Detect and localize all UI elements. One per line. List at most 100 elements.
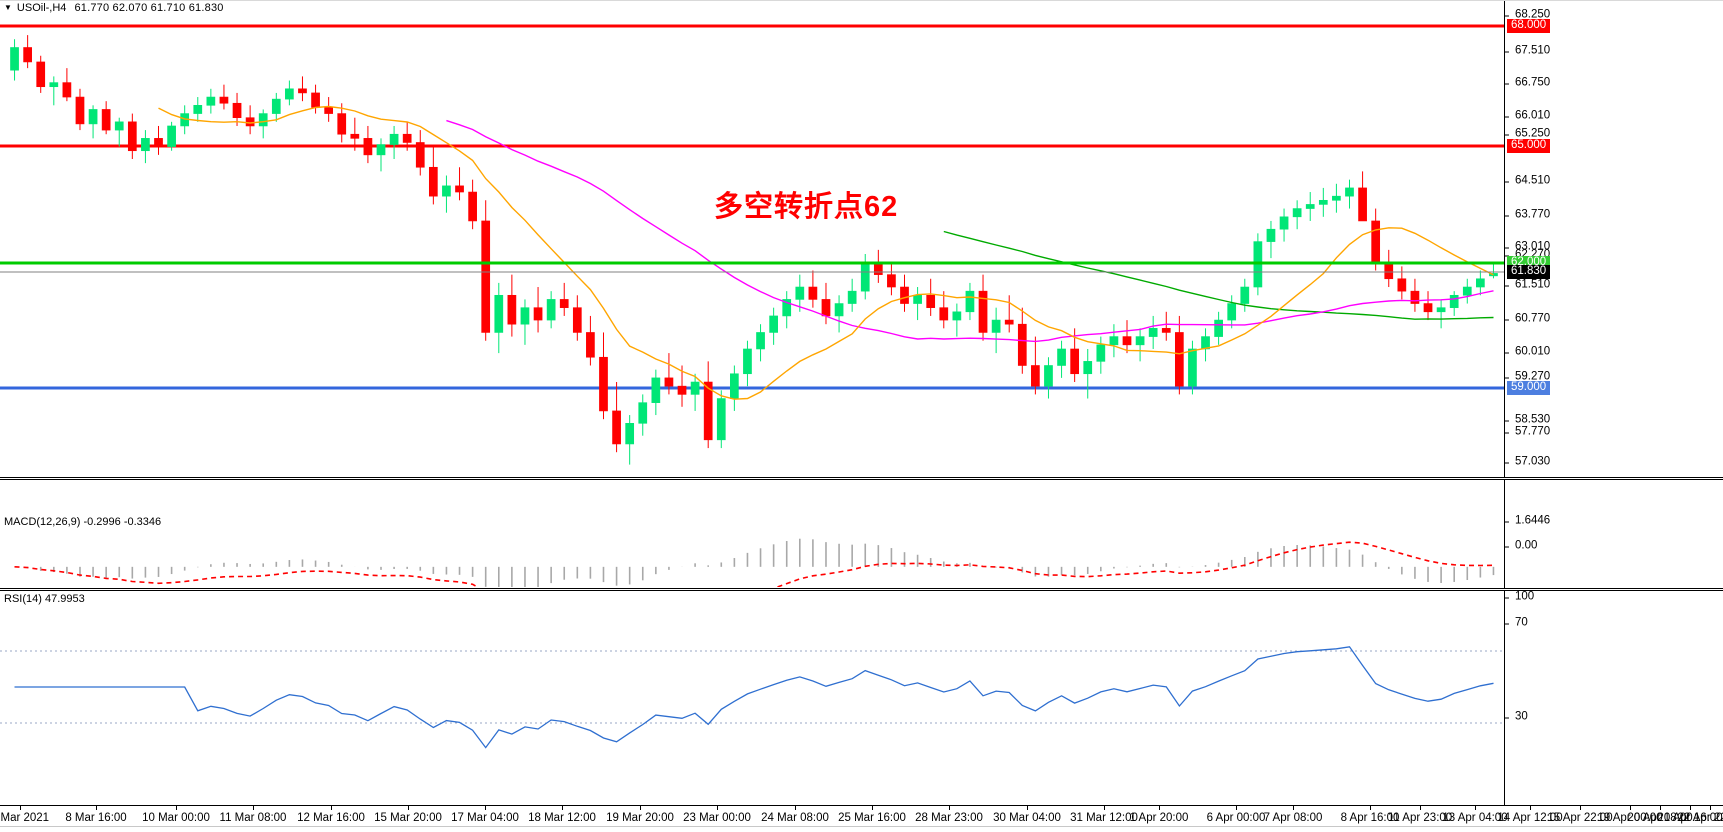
time-tick-mark <box>408 806 409 810</box>
macd-canvas[interactable] <box>0 515 1504 587</box>
time-axis-label: 28 Mar 23:00 <box>915 812 983 824</box>
candle-body <box>1462 286 1472 296</box>
candle-body <box>468 191 477 222</box>
candle-body <box>141 138 150 152</box>
time-axis-label: 19 Mar 20:00 <box>606 812 674 824</box>
candle-body <box>546 299 556 321</box>
candle-body <box>1135 336 1145 346</box>
candle-body <box>1096 344 1106 362</box>
time-tick-mark <box>20 806 21 810</box>
rsi-panel[interactable] <box>0 592 1504 782</box>
price-tick: 65.250 <box>1505 128 1550 140</box>
candle-body <box>271 98 281 114</box>
candle-body <box>298 88 307 94</box>
price-tick: 66.750 <box>1505 77 1550 89</box>
rsi-canvas[interactable] <box>0 592 1504 782</box>
candle-body <box>913 294 922 304</box>
time-tick-mark <box>96 806 97 810</box>
candle-body <box>795 286 805 300</box>
time-tick-mark <box>1159 806 1160 810</box>
candle-body <box>363 138 373 156</box>
candle-body <box>232 102 242 119</box>
candle-body <box>101 109 111 131</box>
candle-body <box>703 381 713 441</box>
time-tick-mark <box>1530 806 1531 810</box>
time-tick-mark <box>253 806 254 810</box>
candle-body <box>716 398 726 441</box>
time-tick-mark <box>1236 806 1237 810</box>
candle-body <box>415 142 425 168</box>
time-tick-mark <box>717 806 718 810</box>
candle-body <box>1279 216 1289 230</box>
macd-indicator-label: MACD(12,26,9) -0.2996 -0.3346 <box>4 516 162 528</box>
macd-signal-line <box>14 541 1494 587</box>
price-chart-panel[interactable] <box>0 0 1504 477</box>
price-tag-61.830[interactable]: 61.830 <box>1507 265 1551 279</box>
rsi-tick: 70 <box>1505 617 1528 629</box>
price-tick: 64.510 <box>1505 175 1550 187</box>
time-tick-mark <box>1710 806 1711 810</box>
time-axis-label: 6 Apr 00:00 <box>1206 812 1266 824</box>
candle-body <box>1305 204 1315 209</box>
candle-body <box>1122 336 1132 346</box>
time-tick-mark <box>1475 806 1476 810</box>
candle-body <box>245 117 255 127</box>
time-axis-label: 8 Apr 16:00 <box>1340 812 1400 824</box>
moving-average-line-ma-slow <box>943 230 1494 320</box>
candle-body <box>533 307 543 321</box>
price-tick: 63.770 <box>1505 209 1550 221</box>
time-axis-label: 12 Mar 16:00 <box>297 812 365 824</box>
time-tick-mark <box>485 806 486 810</box>
candle-body <box>821 299 831 317</box>
macd-panel[interactable] <box>0 515 1504 587</box>
candle-body <box>10 47 19 71</box>
time-axis-label: 24 Mar 08:00 <box>761 812 829 824</box>
candle-body <box>455 185 464 193</box>
candle-body <box>586 332 595 358</box>
time-tick-mark <box>331 806 332 810</box>
candle-body <box>834 303 844 317</box>
candle-body <box>952 311 962 321</box>
time-scale-axis[interactable]: 5 Mar 2021 8 Mar 16:00 10 Mar 00:00 11 Mar … <box>0 805 1723 832</box>
time-axis-label: 25 Mar 16:00 <box>838 812 906 824</box>
price-tag-65.000[interactable]: 65.000 <box>1507 139 1551 153</box>
time-axis-label: 14 Apr 12:00 <box>1497 812 1563 824</box>
time-tick-mark <box>1660 806 1661 810</box>
candle-body <box>743 348 752 375</box>
time-axis-label: 15 Mar 20:00 <box>374 812 442 824</box>
time-axis-label: 7 Apr 08:00 <box>1263 812 1323 824</box>
candle-body <box>219 96 229 104</box>
time-axis-label: 17 Mar 04:00 <box>451 812 519 824</box>
candle-body <box>559 299 569 308</box>
panel-separator-macd-rsi <box>0 588 1723 591</box>
time-scale-bottom-rule <box>0 826 1723 827</box>
candle-body <box>1057 348 1066 366</box>
candle-body <box>1031 365 1040 387</box>
candle-body <box>756 332 765 350</box>
time-axis-label: 11 Apr 23:00 <box>1387 812 1453 824</box>
time-axis-label: 23 Mar 00:00 <box>683 812 751 824</box>
price-tag-59.000[interactable]: 59.000 <box>1507 381 1551 395</box>
candle-body <box>847 290 857 304</box>
candle-body <box>389 133 399 145</box>
time-tick-mark <box>640 806 641 810</box>
time-axis-label: 19 Apr 00:00 <box>1597 812 1663 824</box>
price-chart-canvas[interactable] <box>0 0 1504 477</box>
triangle-down-icon[interactable]: ▼ <box>4 3 12 12</box>
candle-body <box>730 373 739 399</box>
candle-body <box>1423 303 1433 313</box>
time-axis-label: 30 Mar 04:00 <box>993 812 1061 824</box>
candle-body <box>311 92 320 108</box>
candle-body <box>1188 348 1197 387</box>
chart-ohlc-values: 61.770 62.070 61.710 61.830 <box>74 2 224 14</box>
time-tick-mark <box>1580 806 1581 810</box>
price-scale-axis[interactable]: 68.250 67.510 66.750 66.010 65.250 64.510 63.7… <box>1504 0 1723 805</box>
candle-body <box>337 113 347 135</box>
time-tick-mark <box>1104 806 1105 810</box>
time-axis-label: 15 Apr 22:00 <box>1547 812 1613 824</box>
rsi-line <box>14 646 1494 749</box>
candle-body <box>599 356 608 412</box>
candle-body <box>1214 319 1223 337</box>
price-tag-68.000[interactable]: 68.000 <box>1507 19 1551 33</box>
